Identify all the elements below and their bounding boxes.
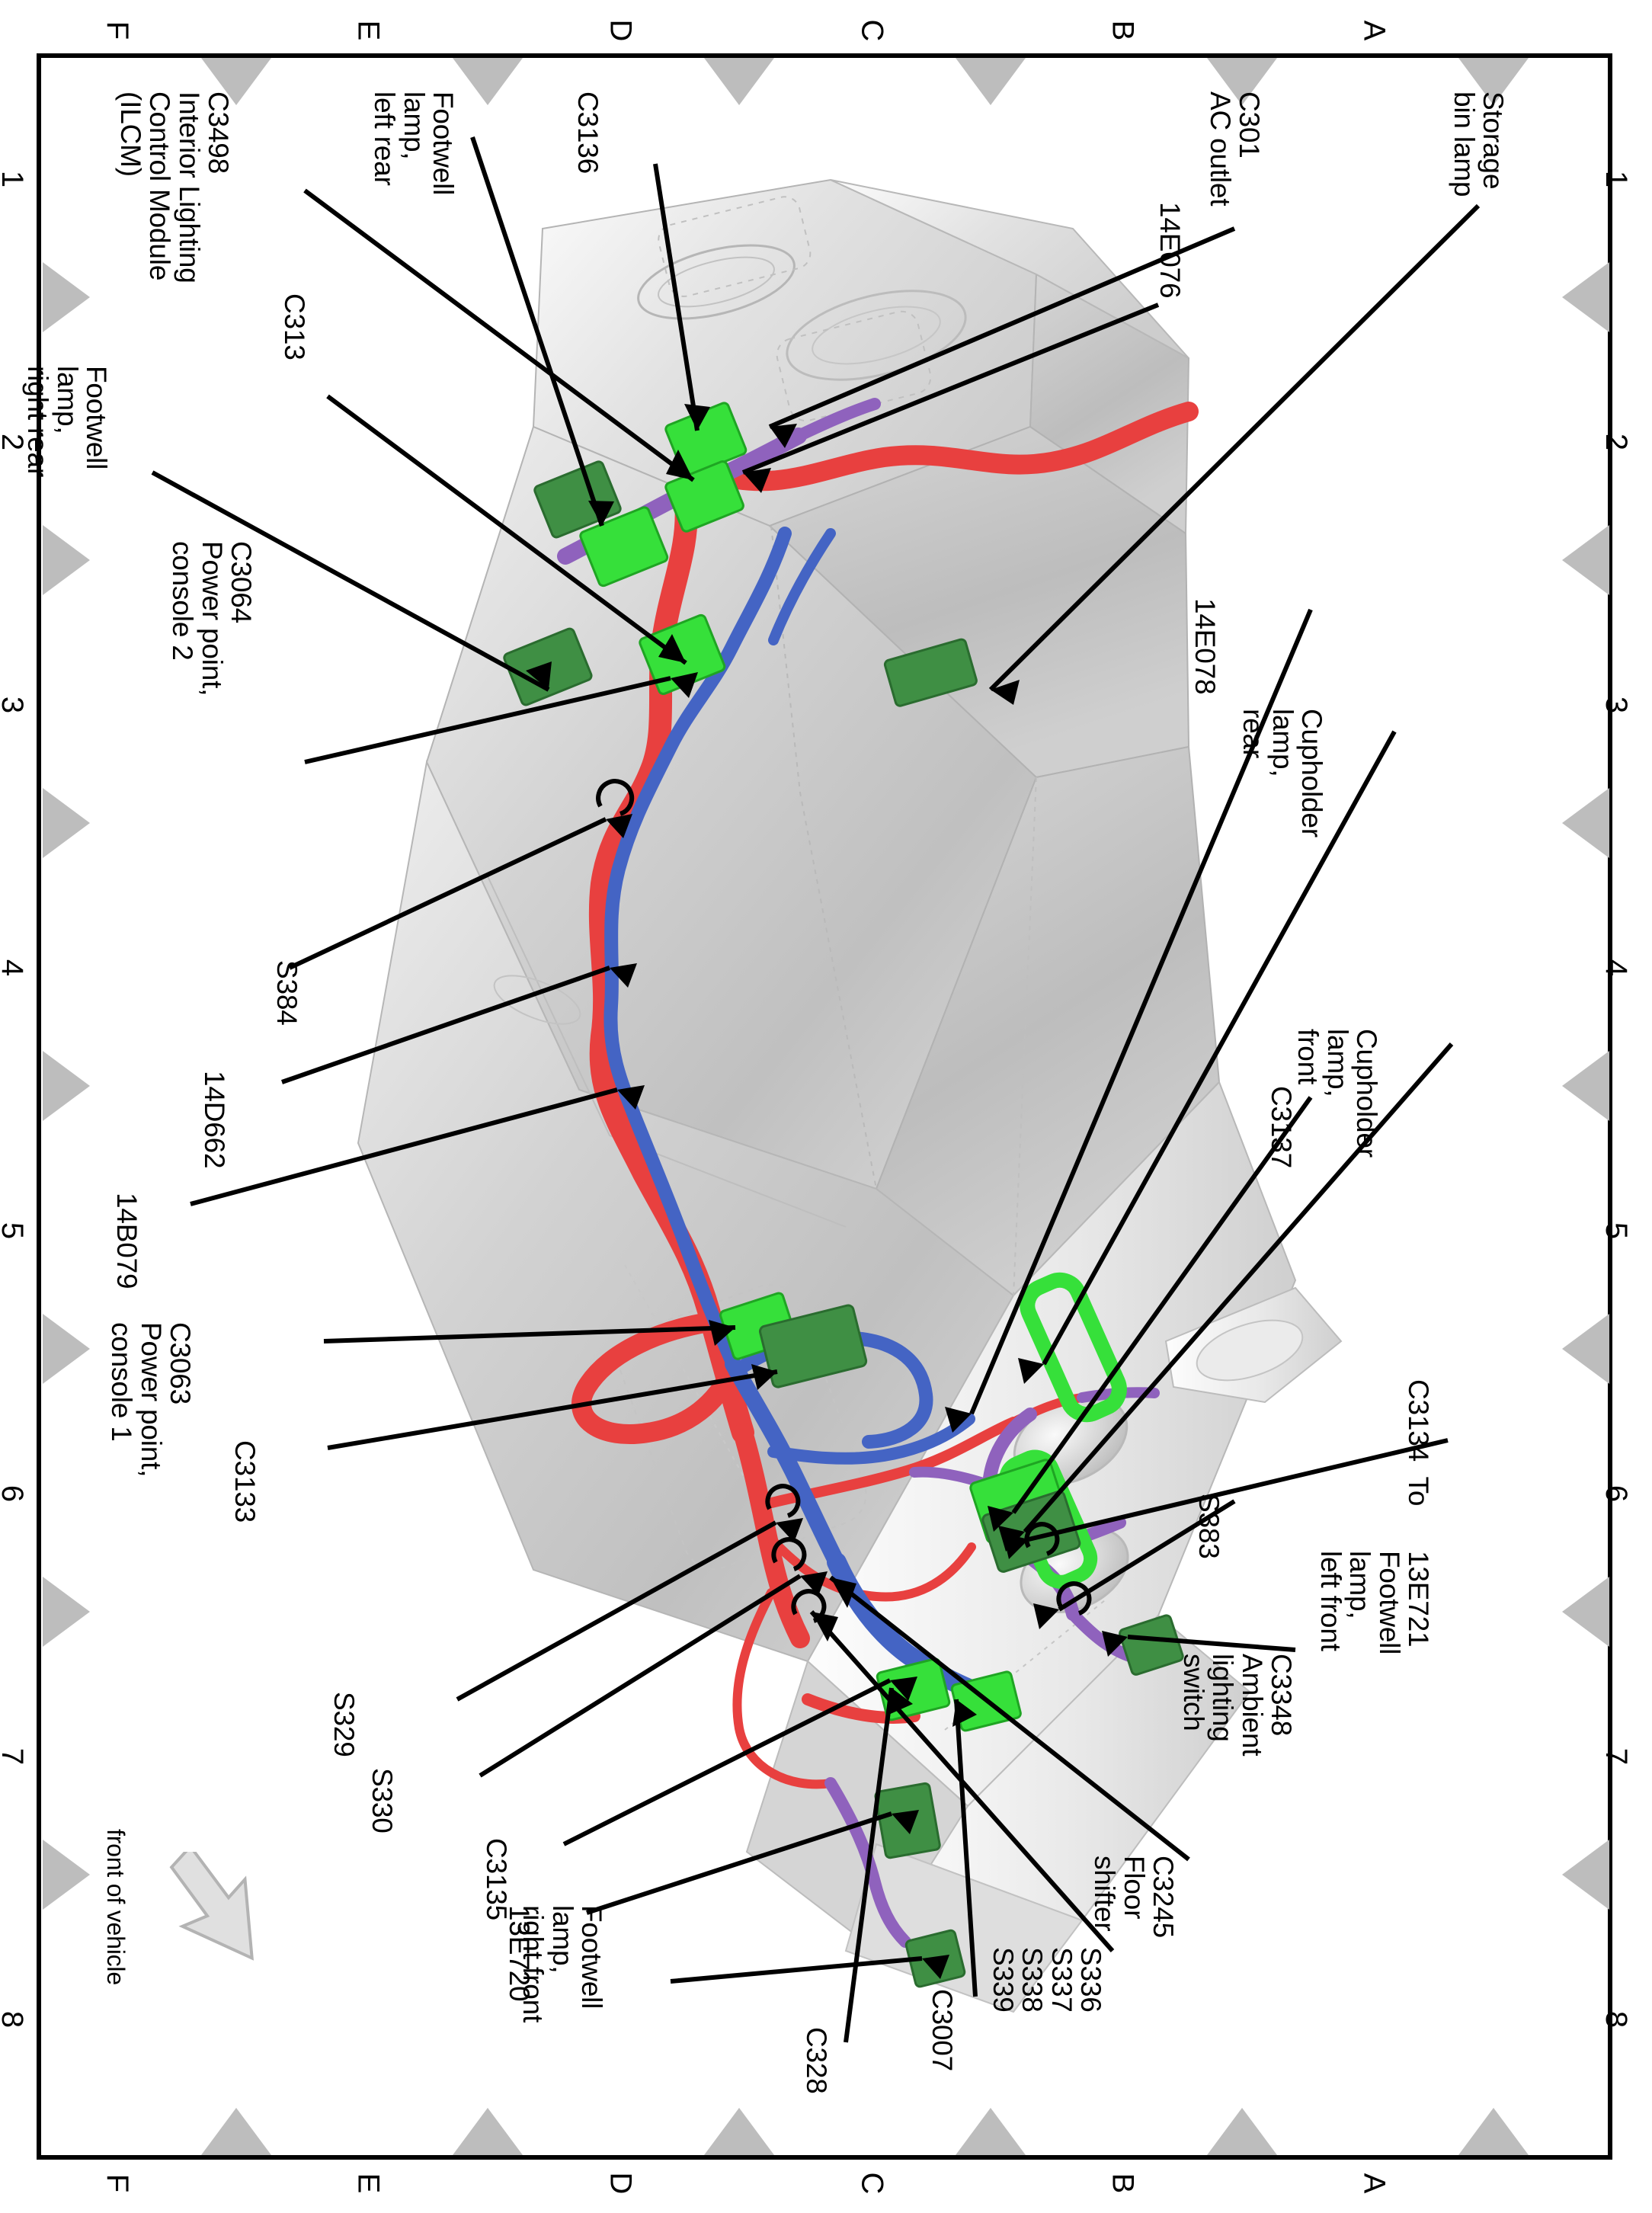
callout-c3007: C3007: [927, 1989, 958, 2072]
grid-marker-bottom-2: [453, 2108, 523, 2155]
grid-marker-right-3: [1562, 788, 1609, 858]
front-of-vehicle-label: front of vehicle: [102, 1829, 130, 1985]
grid-number-right-1: 1: [1599, 170, 1634, 188]
grid-marker-right-5: [1562, 1314, 1609, 1384]
grid-marker-right-1: [1562, 262, 1609, 332]
grid-letter-top-e: E: [351, 20, 386, 41]
grid-letter-top-f: F: [101, 21, 135, 40]
callout-c3064-power-point-console-2: C3064 Power point, console 2: [167, 541, 257, 697]
callout-13e721-footwell-lamp-left-front: 13E721 Footwell lamp, left front: [1314, 1551, 1434, 1655]
grid-letter-bottom-b: B: [1106, 2173, 1140, 2194]
grid-marker-top-2: [453, 58, 523, 105]
callout-c3498-ilcm: C3498 Interior Lighting Control Module (…: [114, 91, 234, 283]
grid-marker-bottom-3: [704, 2108, 774, 2155]
grid-marker-left-4: [43, 1051, 90, 1121]
grid-letter-top-a: A: [1357, 20, 1391, 41]
grid-number-right-6: 6: [1599, 1484, 1634, 1503]
callout-c3133: C3133: [229, 1440, 261, 1523]
grid-number-right-4: 4: [1599, 959, 1634, 977]
grid-marker-right-6: [1562, 1577, 1609, 1647]
grid-marker-right-4: [1562, 1051, 1609, 1121]
grid-number-left-1: 1: [0, 171, 29, 187]
callout-c3136: C3136: [572, 91, 603, 175]
grid-marker-top-5: [1207, 58, 1277, 105]
callout-c313: C313: [279, 293, 310, 360]
grid-number-right-3: 3: [1599, 696, 1634, 714]
callout-s336-s339: S336 S337 S338 S339: [987, 1947, 1106, 2013]
callout-footwell-lamp-left-rear: Footwell lamp, left rear: [369, 91, 459, 196]
grid-marker-top-1: [201, 58, 271, 105]
callout-s330: S330: [367, 1768, 398, 1833]
callout-c3348-ambient-lighting-switch: C3348 Ambient lighting switch: [1177, 1654, 1297, 1757]
callout-cupholder-lamp-front: Cupholder lamp, front: [1292, 1029, 1382, 1158]
callout-c328: C328: [801, 2027, 832, 2094]
callout-s329: S329: [328, 1692, 360, 1757]
grid-letter-bottom-a: A: [1357, 2173, 1391, 2194]
grid-marker-top-6: [1458, 58, 1529, 105]
grid-marker-left-2: [43, 525, 90, 595]
grid-marker-left-1: [43, 262, 90, 332]
grid-letter-bottom-f: F: [101, 2173, 135, 2193]
callout-14b079: 14B079: [111, 1193, 142, 1289]
callout-c3134-to: C3134 To: [1403, 1379, 1434, 1507]
callout-14d662: 14D662: [199, 1071, 230, 1169]
grid-letter-top-c: C: [855, 19, 889, 42]
callout-s384: S384: [271, 960, 303, 1026]
grid-number-left-3: 3: [0, 697, 29, 713]
grid-marker-top-3: [704, 58, 774, 105]
front-of-vehicle-arrow-icon: [169, 1852, 254, 1961]
callout-s383: S383: [1193, 1494, 1225, 1559]
callout-footwell-lamp-right-front: Footwell lamp, right front: [517, 1905, 607, 2023]
grid-letter-top-b: B: [1106, 20, 1140, 41]
grid-number-left-8: 8: [0, 2011, 29, 2028]
grid-number-right-2: 2: [1599, 433, 1634, 451]
grid-marker-right-2: [1562, 525, 1609, 595]
grid-letter-top-d: D: [603, 19, 638, 42]
grid-marker-bottom-1: [201, 2108, 271, 2155]
callout-c3245-floor-shifter: C3245 Floor shifter: [1089, 1856, 1179, 1939]
grid-marker-bottom-5: [1207, 2108, 1277, 2155]
grid-letter-bottom-c: C: [855, 2172, 889, 2195]
diagram-frame: [37, 53, 1612, 2160]
grid-marker-right-7: [1562, 1840, 1609, 1910]
grid-number-left-7: 7: [0, 1748, 29, 1765]
grid-number-right-7: 7: [1599, 1747, 1634, 1766]
grid-marker-bottom-6: [1458, 2108, 1529, 2155]
callout-14e078: 14E078: [1189, 598, 1221, 695]
callout-footwell-lamp-right-rear: Footwell lamp, right rear: [22, 366, 112, 478]
callout-c301-ac-outlet: C301 AC outlet: [1204, 91, 1265, 207]
callout-storage-bin-lamp: Storage bin lamp: [1448, 91, 1509, 197]
callout-c3063-power-point-console-1: C3063 Power point, console 1: [106, 1322, 196, 1478]
grid-marker-bottom-4: [956, 2108, 1026, 2155]
callout-cupholder-lamp-rear: Cupholder lamp, rear: [1237, 709, 1327, 837]
grid-marker-left-6: [43, 1577, 90, 1647]
grid-marker-top-4: [956, 58, 1026, 105]
grid-number-right-8: 8: [1599, 2010, 1634, 2029]
grid-letter-bottom-d: D: [603, 2172, 638, 2195]
grid-marker-left-3: [43, 788, 90, 858]
callout-14e076: 14E076: [1154, 202, 1186, 299]
grid-number-right-5: 5: [1599, 1222, 1634, 1240]
grid-marker-left-7: [43, 1840, 90, 1910]
callout-c3137: C3137: [1266, 1086, 1297, 1169]
grid-number-left-6: 6: [0, 1485, 29, 1502]
grid-letter-bottom-e: E: [351, 2173, 386, 2194]
grid-marker-left-5: [43, 1314, 90, 1384]
grid-number-left-4: 4: [0, 959, 29, 976]
grid-number-left-5: 5: [0, 1222, 29, 1239]
